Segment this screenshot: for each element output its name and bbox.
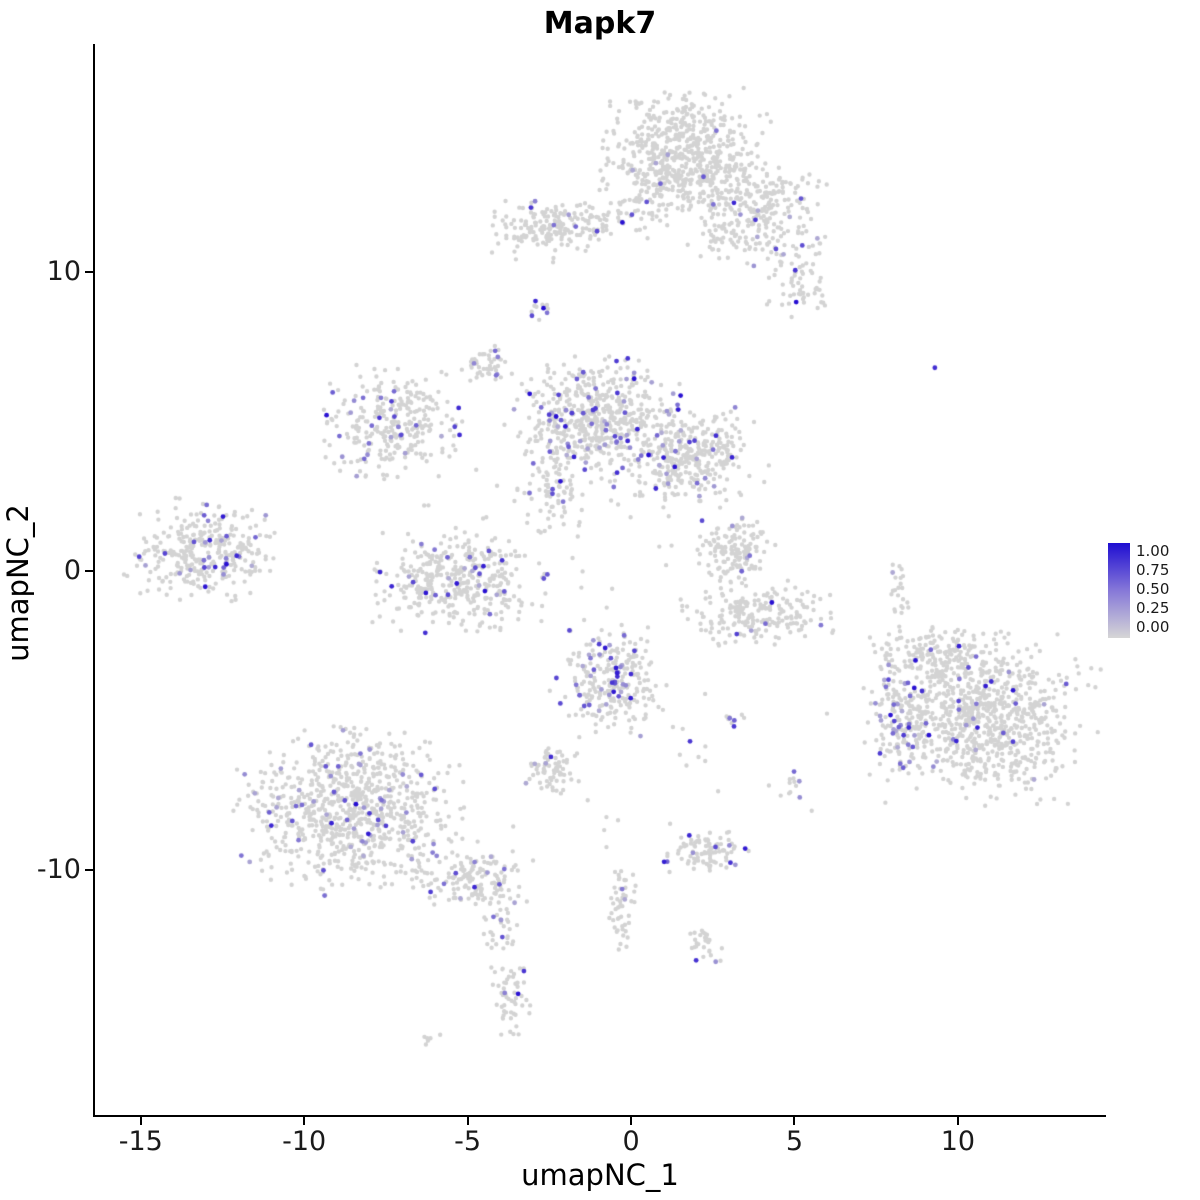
y-tick-mark: [85, 868, 93, 871]
colorbar-gradient: [1108, 543, 1130, 638]
colorbar-label: 0.00: [1136, 618, 1170, 636]
x-tick-mark: [466, 1117, 469, 1125]
y-tick-label: 0: [63, 555, 81, 587]
x-tick-label: -5: [454, 1126, 482, 1157]
colorbar-label: 1.00: [1136, 542, 1170, 560]
colorbar-label: 0.50: [1136, 580, 1170, 598]
x-tick-label: 5: [785, 1126, 804, 1157]
x-tick-mark: [630, 1117, 633, 1125]
x-axis-title: umapNC_1: [521, 1158, 679, 1192]
x-tick-label: 10: [940, 1126, 976, 1157]
chart-title: Mapk7: [543, 6, 657, 41]
colorbar-label: 0.25: [1136, 599, 1170, 617]
y-tick-mark: [85, 271, 93, 274]
y-tick-label: 10: [46, 256, 81, 288]
x-tick-mark: [303, 1117, 306, 1125]
x-tick-mark: [956, 1117, 959, 1125]
x-tick-label: -10: [282, 1126, 327, 1157]
y-axis-title: umapNC_2: [1, 504, 35, 662]
x-tick-mark: [139, 1117, 142, 1125]
y-tick-label: -10: [36, 853, 81, 885]
x-tick-mark: [793, 1117, 796, 1125]
colorbar-label: 0.75: [1136, 561, 1170, 579]
y-tick-mark: [85, 570, 93, 573]
x-axis-line: [93, 1115, 1106, 1117]
y-axis-line: [93, 44, 95, 1117]
x-tick-label: 0: [622, 1126, 640, 1157]
x-tick-label: -15: [118, 1126, 163, 1157]
